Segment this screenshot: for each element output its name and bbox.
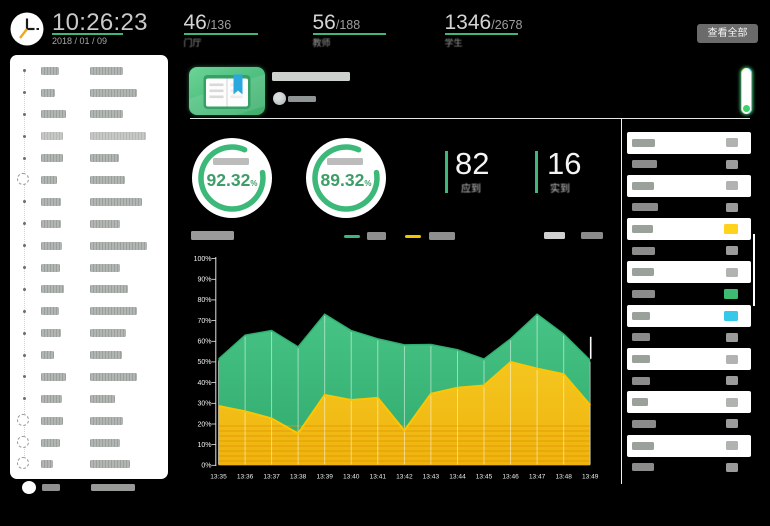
svg-text:100%: 100%: [194, 256, 212, 263]
svg-text:13:43: 13:43: [423, 474, 440, 481]
svg-text:80%: 80%: [197, 297, 211, 304]
svg-text:10%: 10%: [197, 442, 211, 449]
svg-text:13:40: 13:40: [343, 474, 360, 481]
svg-text:0%: 0%: [201, 463, 211, 470]
svg-text:13:38: 13:38: [290, 474, 307, 481]
svg-text:13:46: 13:46: [502, 474, 519, 481]
svg-text:60%: 60%: [197, 339, 211, 346]
svg-text:13:47: 13:47: [529, 474, 546, 481]
svg-text:70%: 70%: [197, 318, 211, 325]
svg-text:13:44: 13:44: [449, 474, 466, 481]
svg-text:30%: 30%: [197, 401, 211, 408]
svg-text:13:35: 13:35: [210, 474, 227, 481]
svg-text:13:41: 13:41: [370, 474, 387, 481]
svg-text:13:39: 13:39: [316, 474, 333, 481]
svg-text:13:45: 13:45: [476, 474, 493, 481]
svg-text:20%: 20%: [197, 421, 211, 428]
svg-text:90%: 90%: [197, 277, 211, 284]
svg-text:40%: 40%: [197, 380, 211, 387]
svg-text:13:48: 13:48: [555, 474, 572, 481]
svg-text:13:49: 13:49: [582, 474, 599, 481]
svg-text:50%: 50%: [197, 359, 211, 366]
svg-text:13:36: 13:36: [237, 474, 254, 481]
svg-text:13:37: 13:37: [263, 474, 280, 481]
svg-text:13:42: 13:42: [396, 474, 413, 481]
